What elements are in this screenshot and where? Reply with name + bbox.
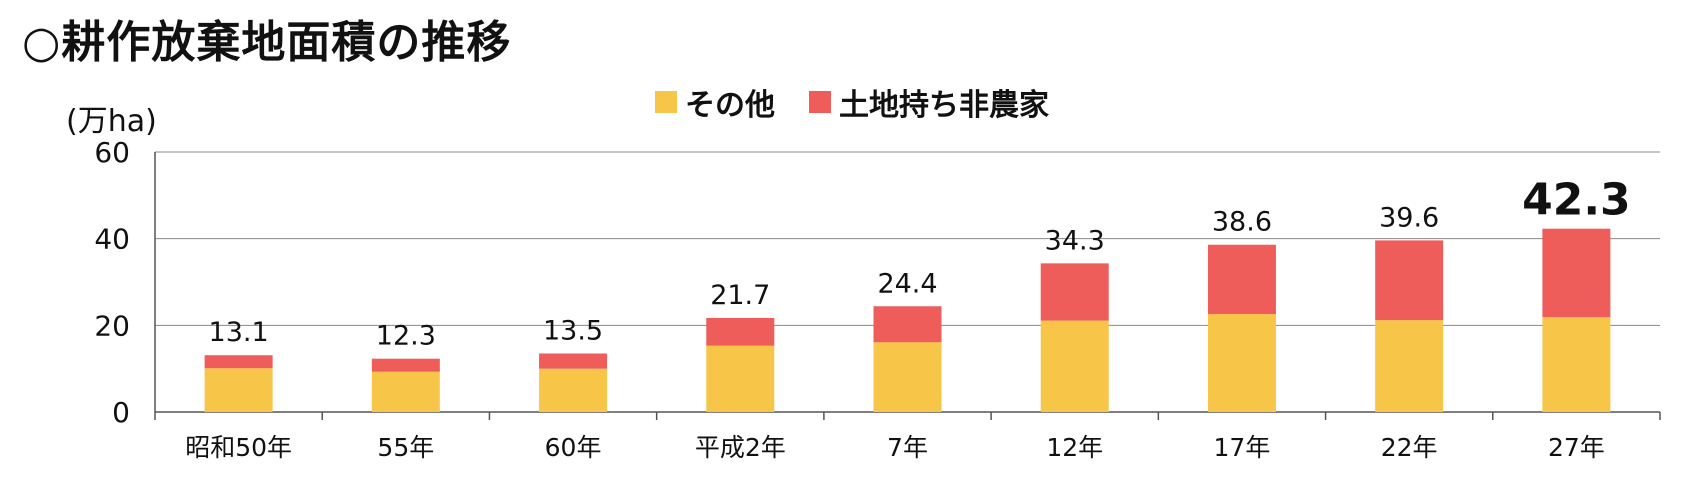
legend-item-other: その他 — [655, 80, 775, 124]
x-tick-label: 22年 — [1381, 433, 1438, 462]
bar-segment-other — [371, 371, 440, 412]
x-tick-label: 17年 — [1214, 433, 1271, 462]
legend-item-landowner-nonfarm: 土地持ち非農家 — [809, 80, 1049, 124]
bar-total-label: 34.3 — [1045, 225, 1105, 256]
y-tick-label: 0 — [112, 396, 130, 429]
legend-label-other: その他 — [685, 88, 775, 123]
bar-total-label: 12.3 — [376, 321, 436, 352]
bar-total-label: 39.6 — [1379, 202, 1439, 233]
bar-total-label: 21.7 — [710, 280, 770, 311]
bar-segment-landowner-nonfarm — [539, 353, 608, 369]
bar-segment-landowner-nonfarm — [873, 306, 942, 343]
bar-segment-other — [706, 345, 775, 412]
bar-total-label: 13.5 — [543, 316, 603, 347]
bar-segment-other — [1207, 314, 1276, 412]
bar-total-label: 24.4 — [877, 268, 937, 299]
chart-title: ○耕作放棄地面積の推移 — [22, 17, 512, 68]
bar-total-label: 38.6 — [1212, 207, 1272, 238]
bar-total-label: 42.3 — [1522, 175, 1631, 226]
y-tick-label: 20 — [94, 309, 130, 342]
x-tick-label: 7年 — [887, 433, 928, 462]
bar-segment-other — [1542, 317, 1611, 412]
bar-segment-landowner-nonfarm — [204, 355, 273, 369]
bar-segment-landowner-nonfarm — [371, 358, 440, 372]
bar-segment-other — [539, 368, 608, 412]
x-tick-label: 平成2年 — [695, 433, 786, 462]
bar-segment-landowner-nonfarm — [1040, 263, 1109, 321]
bar-segment-landowner-nonfarm — [1375, 240, 1444, 321]
x-tick-label: 55年 — [377, 433, 434, 462]
bar-segment-other — [873, 342, 942, 412]
bar-total-label: 13.1 — [209, 317, 269, 348]
legend: その他 土地持ち非農家 — [655, 80, 1083, 124]
bar-segment-other — [1040, 320, 1109, 412]
y-tick-label: 60 — [94, 136, 130, 169]
y-axis-unit-label: (万ha) — [66, 104, 157, 139]
legend-label-landowner-nonfarm: 土地持ち非農家 — [839, 88, 1049, 123]
bar-segment-other — [204, 368, 273, 412]
x-tick-label: 昭和50年 — [185, 433, 292, 462]
bar-segment-other — [1375, 320, 1444, 412]
bar-segment-landowner-nonfarm — [1207, 244, 1276, 315]
x-tick-label: 27年 — [1548, 433, 1605, 462]
x-tick-label: 12年 — [1046, 433, 1103, 462]
legend-swatch-other — [655, 91, 677, 113]
bar-segment-landowner-nonfarm — [1542, 228, 1611, 318]
bar-segment-landowner-nonfarm — [706, 317, 775, 346]
x-tick-label: 60年 — [545, 433, 602, 462]
y-tick-label: 40 — [94, 223, 130, 256]
legend-swatch-landowner-nonfarm — [809, 91, 831, 113]
